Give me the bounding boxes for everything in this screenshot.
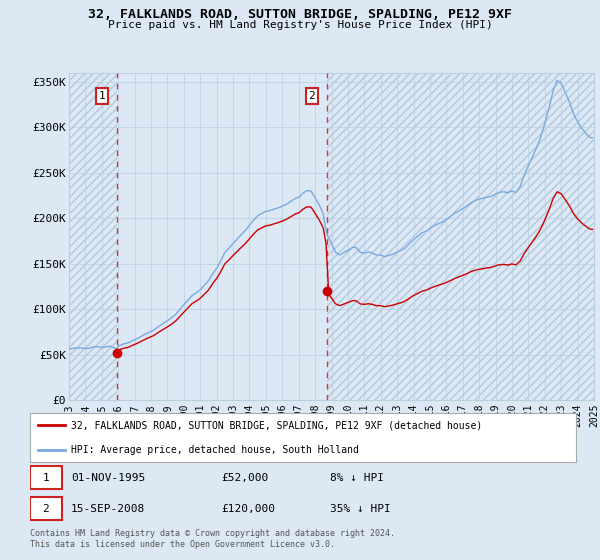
Text: 32, FALKLANDS ROAD, SUTTON BRIDGE, SPALDING, PE12 9XF (detached house): 32, FALKLANDS ROAD, SUTTON BRIDGE, SPALD… [71,420,482,430]
Text: 1: 1 [43,473,49,483]
Bar [69,73,117,400]
FancyBboxPatch shape [30,466,62,489]
Text: 2: 2 [308,91,316,101]
Text: HPI: Average price, detached house, South Holland: HPI: Average price, detached house, Sout… [71,445,359,455]
Text: £52,000: £52,000 [221,473,268,483]
Text: 8% ↓ HPI: 8% ↓ HPI [331,473,385,483]
Text: 2: 2 [43,504,49,514]
Text: £120,000: £120,000 [221,504,275,514]
Text: 01-NOV-1995: 01-NOV-1995 [71,473,145,483]
Text: 1: 1 [99,91,106,101]
FancyBboxPatch shape [30,497,62,520]
Text: 35% ↓ HPI: 35% ↓ HPI [331,504,391,514]
Text: Price paid vs. HM Land Registry's House Price Index (HPI): Price paid vs. HM Land Registry's House … [107,20,493,30]
Bar [327,73,594,400]
Text: 32, FALKLANDS ROAD, SUTTON BRIDGE, SPALDING, PE12 9XF: 32, FALKLANDS ROAD, SUTTON BRIDGE, SPALD… [88,8,512,21]
Text: Contains HM Land Registry data © Crown copyright and database right 2024.
This d: Contains HM Land Registry data © Crown c… [30,529,395,549]
Text: 15-SEP-2008: 15-SEP-2008 [71,504,145,514]
